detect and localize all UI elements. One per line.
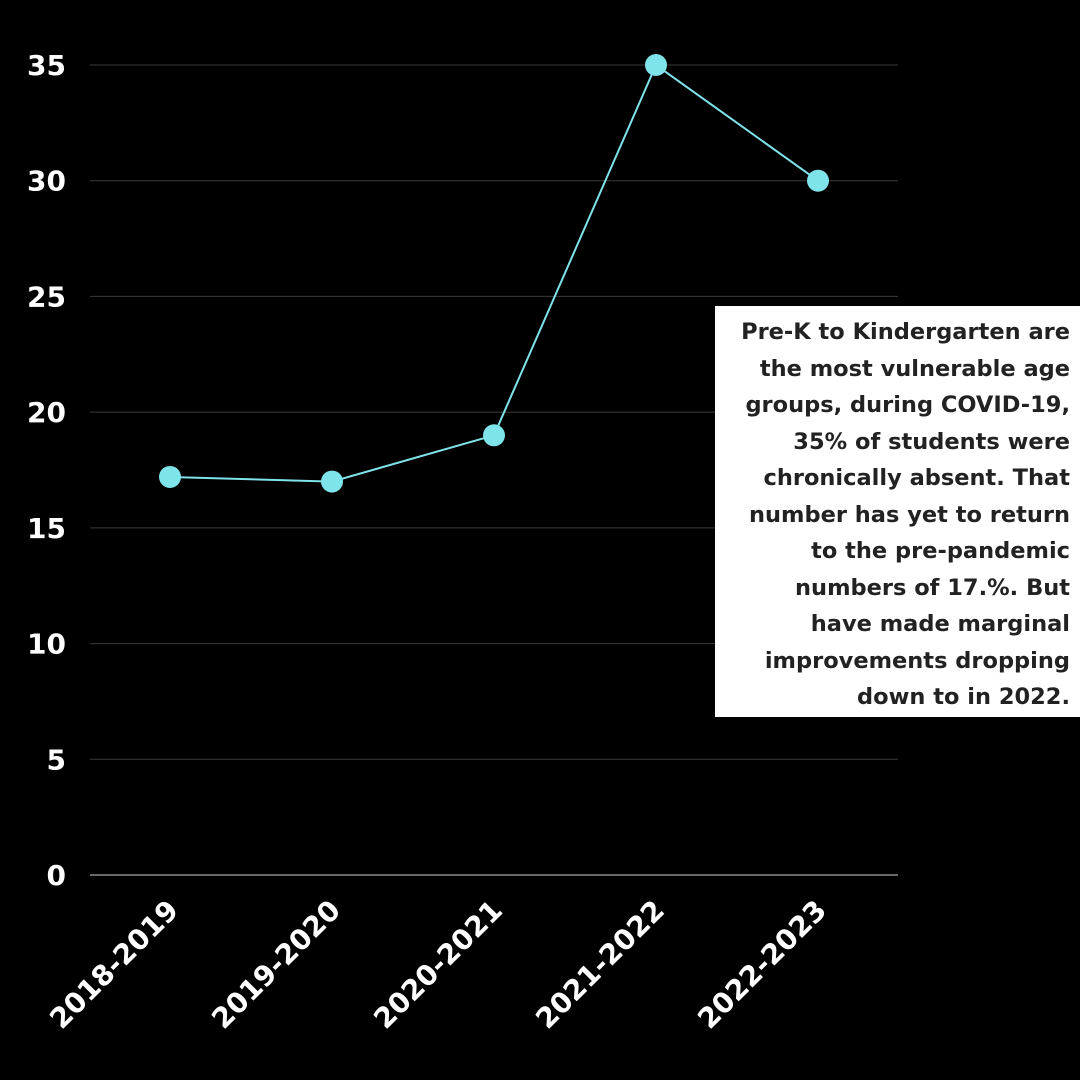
series-group bbox=[159, 54, 829, 493]
x-tick-label: 2022-2023 bbox=[691, 894, 833, 1036]
y-tick-label: 10 bbox=[27, 628, 66, 661]
y-tick-label: 25 bbox=[27, 280, 66, 313]
y-tick-label: 35 bbox=[27, 49, 66, 82]
x-axis-ticks: 2018-2019 2019-2020 2020-2021 2021-2022 2022… bbox=[43, 894, 833, 1036]
annotation-box: Pre-K to Kindergarten are the most vulne… bbox=[715, 306, 1080, 717]
gridlines bbox=[90, 64, 898, 876]
data-point bbox=[483, 424, 505, 447]
data-point bbox=[159, 465, 181, 488]
y-tick-label: 15 bbox=[27, 512, 66, 545]
y-tick-label: 5 bbox=[47, 743, 66, 776]
data-point bbox=[807, 169, 829, 192]
y-tick-label: 20 bbox=[27, 396, 66, 429]
x-tick-label: 2018-2019 bbox=[43, 894, 185, 1036]
y-tick-label: 0 bbox=[47, 859, 66, 892]
x-tick-label: 2019-2020 bbox=[205, 894, 347, 1036]
y-axis-ticks: 0 5 10 15 20 25 30 35 bbox=[27, 49, 66, 892]
x-tick-label: 2021-2022 bbox=[529, 894, 671, 1036]
data-point bbox=[645, 54, 667, 76]
x-tick-label: 2020-2021 bbox=[367, 894, 509, 1036]
data-point bbox=[321, 470, 343, 493]
y-tick-label: 30 bbox=[27, 165, 66, 198]
